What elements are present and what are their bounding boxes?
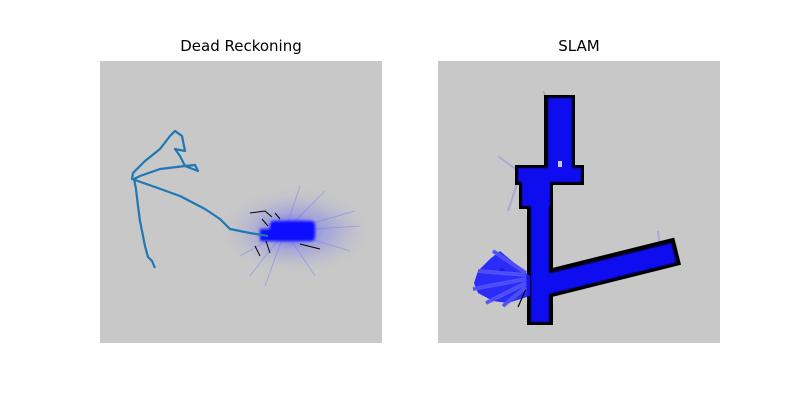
occupied-cells <box>249 210 321 257</box>
wall-gaps <box>558 161 625 294</box>
map-background <box>438 61 720 343</box>
panel-title-slam: SLAM <box>558 37 600 55</box>
panel-title-dead-reckoning: Dead Reckoning <box>180 37 302 55</box>
trajectory-line <box>130 129 269 269</box>
scan-core <box>260 221 315 241</box>
scan-fan <box>472 249 530 308</box>
slam-map <box>438 61 720 343</box>
dead-reckoning-map <box>100 61 382 343</box>
